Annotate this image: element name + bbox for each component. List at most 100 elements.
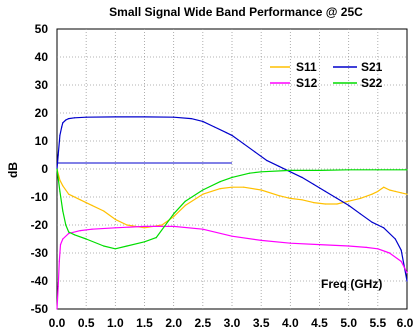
y-tick-label: -40 (31, 274, 49, 288)
y-tick-label: 20 (35, 106, 49, 120)
data-point-s11 (143, 227, 146, 229)
data-point-s22 (143, 241, 146, 243)
data-point-s22 (103, 245, 105, 247)
data-point-s21 (68, 118, 70, 120)
data-point-s21 (57, 154, 59, 156)
data-point-s11 (161, 224, 163, 226)
data-point-s11 (371, 193, 373, 195)
data-point-s22 (173, 213, 175, 215)
data-point-s12 (68, 232, 70, 234)
data-point-s22 (260, 171, 262, 173)
data-point-s11 (231, 186, 233, 188)
data-point-s22 (318, 169, 321, 171)
data-point-s21 (213, 126, 216, 128)
data-point-s12 (365, 246, 367, 248)
data-point-s21 (400, 249, 402, 251)
data-point-s11 (243, 186, 245, 188)
y-tick-label: 40 (35, 50, 49, 64)
legend-label-s21: S21 (361, 60, 383, 74)
data-point-s11 (59, 179, 61, 181)
data-point-s12 (173, 225, 175, 227)
data-point-s12 (260, 239, 262, 241)
data-point-s11 (388, 189, 391, 191)
data-point-s22 (68, 231, 70, 233)
data-point-s11 (173, 216, 175, 218)
data-point-s21 (202, 120, 204, 122)
data-point-s21 (383, 227, 385, 229)
x-tick-label: 3.5 (253, 316, 270, 330)
x-tick-label: 4.5 (311, 316, 328, 330)
data-point-s21 (190, 118, 192, 120)
y-tick-label: -50 (31, 302, 49, 316)
data-point-s22 (202, 189, 204, 191)
data-point-s21 (114, 116, 116, 118)
data-point-s11 (114, 218, 116, 220)
legend-label-s12: S12 (296, 76, 318, 90)
x-tick-label: 3.0 (224, 316, 241, 330)
data-point-s11 (348, 200, 350, 202)
data-point-s11 (184, 204, 186, 206)
data-point-s22 (56, 168, 58, 170)
data-point-s11 (383, 186, 385, 188)
y-axis-ticks: 50 40 30 20 10 0 -10 -20 -30 -40 -50 (31, 22, 49, 316)
x-tick-label: 5.5 (369, 316, 386, 330)
data-point-s22 (377, 169, 379, 171)
x-tick-label: 1.5 (136, 316, 153, 330)
x-tick-label: 1.0 (107, 316, 124, 330)
data-point-s21 (243, 143, 245, 145)
data-point-s11 (289, 197, 291, 199)
y-tick-label: 30 (35, 78, 49, 92)
data-point-s22 (126, 245, 128, 247)
data-point-s22 (231, 176, 233, 178)
data-point-s11 (62, 185, 64, 187)
data-point-s12 (79, 230, 81, 232)
data-point-s21 (231, 134, 233, 136)
data-point-s21 (371, 221, 373, 223)
data-point-s12 (58, 260, 60, 262)
chart-title: Small Signal Wide Band Performance @ 25C (109, 5, 363, 19)
data-point-s21 (73, 117, 76, 119)
data-point-s21 (143, 116, 146, 118)
y-tick-label: -20 (31, 218, 49, 232)
y-tick-label: -10 (31, 190, 49, 204)
data-point-s22 (184, 200, 186, 202)
legend: S11 S21 S12 S22 (270, 60, 383, 90)
data-point-s11 (202, 193, 204, 195)
data-point-s12 (202, 228, 204, 230)
grid (57, 29, 407, 309)
x-axis-ticks: 0.0 0.5 1.0 1.5 2.0 2.5 3.0 3.5 4.0 4.5 5.0 5.5 6.0 (49, 316, 414, 330)
data-point-s21 (65, 119, 67, 121)
data-point-s21 (348, 204, 350, 206)
data-point-s22 (62, 210, 64, 212)
x-tick-label: 5.0 (340, 316, 357, 330)
y-tick-label: -30 (31, 246, 49, 260)
x-tick-label: 0.0 (49, 316, 66, 330)
y-axis-label: dB (6, 162, 20, 178)
x-tick-label: 6.0 (397, 316, 414, 330)
data-point-s21 (254, 151, 256, 153)
data-point-s21 (324, 190, 326, 192)
data-point-s22 (219, 181, 221, 183)
data-point-s21 (394, 238, 396, 240)
data-point-s22 (348, 169, 350, 171)
data-point-s11 (126, 224, 128, 226)
data-point-s21 (225, 132, 227, 134)
data-point-s21 (278, 165, 280, 167)
data-point-s12 (348, 245, 350, 247)
data-point-s12 (56, 308, 58, 310)
data-point-s22 (406, 169, 408, 171)
data-point-s12 (289, 242, 291, 244)
data-point-s11 (260, 189, 262, 191)
data-point-s11 (79, 199, 81, 201)
legend-label-s22: S22 (361, 76, 383, 90)
series-line-s12 (56, 225, 408, 310)
data-point-s11 (324, 203, 326, 205)
series-line-s22 (56, 168, 407, 250)
data-point-s22 (248, 172, 251, 174)
data-point-s11 (219, 188, 221, 190)
data-point-s12 (91, 228, 93, 230)
data-point-s11 (377, 190, 379, 192)
data-point-s11 (406, 193, 408, 195)
data-point-s22 (155, 237, 157, 239)
